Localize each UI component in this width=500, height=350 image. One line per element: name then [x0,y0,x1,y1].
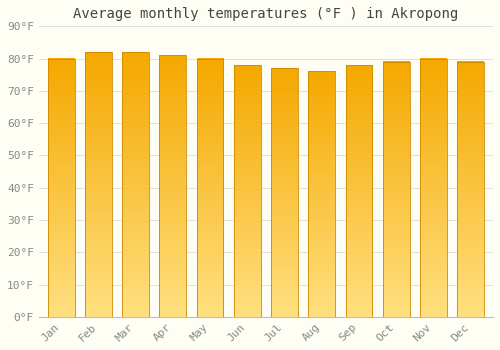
Bar [308,71,335,317]
Bar [271,68,298,317]
Bar [420,58,447,317]
Bar [458,62,484,317]
Bar [346,65,372,317]
Bar [196,58,224,317]
Bar [383,62,409,317]
Bar [85,52,112,317]
Bar [48,58,74,317]
Bar [122,52,149,317]
Bar [160,55,186,317]
Bar [234,65,260,317]
Title: Average monthly temperatures (°F ) in Akropong: Average monthly temperatures (°F ) in Ak… [74,7,458,21]
